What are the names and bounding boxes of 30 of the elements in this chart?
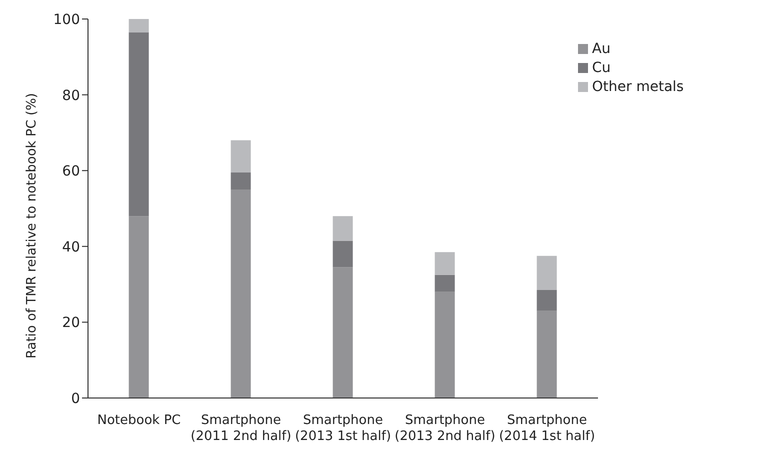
x-tick-label: Smartphone (2011 2nd half) <box>190 413 292 444</box>
y-tick-label: 100 <box>53 12 80 28</box>
bar <box>434 252 455 275</box>
bar <box>332 240 353 268</box>
bar <box>230 190 251 398</box>
y-tick-label: 20 <box>62 315 80 332</box>
y-axis-title: Ratio of TMR relative to notebook PC (%) <box>24 93 40 358</box>
bar <box>230 172 251 190</box>
bar <box>434 274 455 292</box>
bar <box>434 292 455 398</box>
x-tick-label: Smartphone (2013 1st half) <box>294 413 392 444</box>
bar <box>536 310 557 398</box>
legend-label: Cu <box>592 60 611 76</box>
y-tick-label: 80 <box>62 88 80 104</box>
bar <box>128 216 149 398</box>
legend-label: Au <box>592 41 610 57</box>
bar <box>332 216 353 241</box>
x-tick-label: Smartphone (2013 2nd half) <box>394 413 496 444</box>
legend-label: Other metals <box>592 79 684 95</box>
x-tick-label: Notebook PC <box>97 413 181 428</box>
bar <box>536 256 557 290</box>
y-tick-label: 0 <box>71 390 80 407</box>
bar <box>128 32 149 216</box>
y-tick-label: 40 <box>62 239 80 256</box>
x-tick-label: Smartphone (2014 1st half) <box>498 413 596 444</box>
bar <box>332 267 353 398</box>
y-tick-label: 60 <box>62 164 80 180</box>
bar <box>536 290 557 311</box>
bar <box>128 19 149 32</box>
bar <box>230 140 251 172</box>
